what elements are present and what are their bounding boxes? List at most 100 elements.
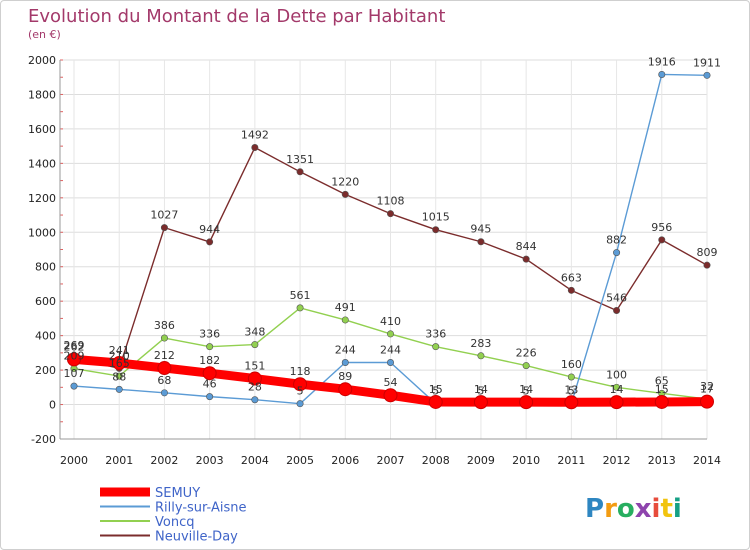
data-label: 54 — [384, 376, 398, 389]
data-point — [477, 238, 485, 246]
data-label: 118 — [290, 365, 311, 378]
chart-title: Evolution du Montant de la Dette par Hab… — [28, 6, 445, 27]
x-tick-label: 2008 — [422, 454, 450, 467]
y-tick-label: 600 — [35, 295, 56, 308]
data-point — [519, 395, 534, 410]
data-label: 269 — [64, 339, 85, 352]
data-label: 336 — [199, 328, 220, 341]
data-point — [703, 261, 711, 269]
data-label: 13 — [564, 383, 578, 396]
data-point — [296, 400, 304, 408]
x-tick-label: 2003 — [196, 454, 224, 467]
data-point — [338, 382, 353, 397]
data-point — [115, 385, 123, 393]
data-label: 160 — [561, 358, 582, 371]
data-label: 100 — [606, 368, 627, 381]
data-label: 15 — [429, 383, 443, 396]
data-point — [564, 395, 579, 410]
data-label: 410 — [380, 315, 401, 328]
logo-letter: P — [585, 494, 604, 524]
data-point — [567, 286, 575, 294]
data-point — [658, 236, 666, 244]
y-tick-label: 800 — [35, 261, 56, 274]
data-label: 5 — [568, 385, 575, 398]
data-label: 262 — [64, 340, 85, 353]
data-point — [700, 394, 714, 409]
data-label: 386 — [154, 319, 175, 332]
data-point — [522, 362, 530, 370]
data-point — [160, 334, 168, 342]
data-point — [432, 226, 440, 234]
data-point — [206, 343, 214, 351]
data-point — [522, 255, 530, 263]
x-tick-label: 2012 — [603, 454, 631, 467]
data-label: 844 — [516, 240, 537, 253]
data-label: 88 — [112, 370, 126, 383]
y-tick-label: 1000 — [28, 226, 56, 239]
data-label: 882 — [606, 234, 627, 247]
legend-label: Voncq — [155, 515, 194, 530]
data-label: 561 — [290, 289, 311, 302]
data-label: 210 — [109, 349, 130, 362]
x-tick-label: 2010 — [512, 454, 540, 467]
x-tick-label: 2014 — [693, 454, 721, 467]
data-label: 945 — [470, 223, 491, 236]
data-point — [112, 356, 127, 371]
data-point — [428, 394, 443, 409]
y-tick-label: 200 — [35, 364, 56, 377]
data-label: 1220 — [331, 175, 359, 188]
data-label: 107 — [64, 367, 85, 380]
data-label: 944 — [199, 223, 220, 236]
data-point — [70, 382, 78, 390]
data-label: 5 — [432, 385, 439, 398]
data-label: 14 — [610, 383, 624, 396]
data-point — [383, 388, 398, 403]
data-label: 809 — [697, 246, 718, 259]
data-point — [115, 372, 123, 380]
data-label: 65 — [655, 374, 669, 387]
x-tick-label: 2009 — [467, 454, 495, 467]
data-point — [613, 306, 621, 314]
y-tick-label: 1600 — [28, 123, 56, 136]
data-label: 1492 — [241, 129, 269, 142]
data-label: 956 — [651, 221, 672, 234]
chart-subtitle: (en €) — [28, 28, 61, 41]
data-label: 5 — [477, 385, 484, 398]
data-point — [341, 316, 349, 324]
data-point — [432, 343, 440, 351]
data-labels: 262 241 212 182 151 118 89 54 15 14 14 13 14 15 17 107 8… — [64, 55, 722, 397]
axes: -200 0 200 400 600 800 1000 1200 1400 1600 1800 200… — [28, 54, 721, 467]
y-tick-label: 400 — [35, 330, 56, 343]
data-point — [386, 210, 394, 218]
data-point — [157, 361, 172, 376]
data-point — [67, 352, 81, 367]
data-point — [341, 359, 349, 367]
data-label: 46 — [203, 378, 217, 391]
x-tick-label: 2002 — [150, 454, 178, 467]
data-label: 209 — [64, 350, 85, 363]
data-point — [251, 341, 259, 349]
data-label: 5 — [523, 385, 530, 398]
data-label: 14 — [519, 383, 533, 396]
data-label: 1108 — [377, 195, 405, 208]
data-label: 1916 — [648, 55, 676, 68]
data-point — [477, 352, 485, 360]
data-label: 244 — [335, 344, 356, 357]
logo-letter: i — [673, 494, 682, 524]
y-tick-label: 1400 — [28, 157, 56, 170]
data-point — [296, 168, 304, 176]
data-point — [206, 393, 214, 401]
data-label: 32 — [700, 380, 714, 393]
data-label: 182 — [199, 354, 220, 367]
data-point — [206, 238, 214, 246]
data-label: 1911 — [693, 56, 721, 69]
data-point — [567, 373, 575, 381]
logo-letter: t — [660, 494, 672, 524]
data-point — [613, 383, 621, 391]
logo-letter: i — [652, 494, 661, 524]
data-label: 663 — [561, 271, 582, 284]
data-point — [613, 249, 621, 257]
